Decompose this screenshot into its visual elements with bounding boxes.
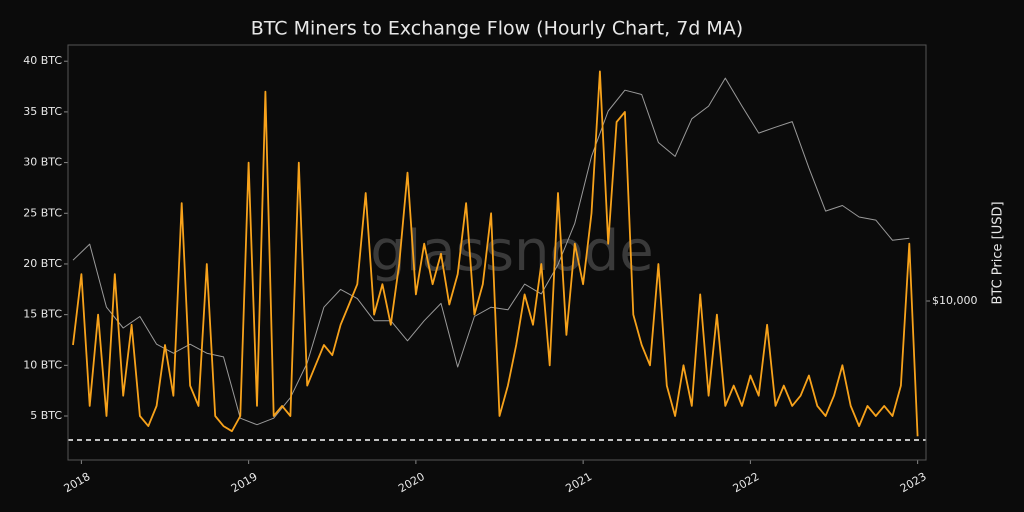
y-tick-label: 5 BTC [30,409,62,422]
series-line [72,70,919,437]
y-tick-label: 25 BTC [23,206,62,219]
watermark: glassnode [370,219,654,284]
y2-axis-label: BTC Price [USD] [991,201,1006,304]
y-tick-label: 15 BTC [23,308,62,321]
y-tick-label: 20 BTC [23,257,62,270]
y-tick-label: 30 BTC [23,156,62,169]
y2-tick-label: $10,000 [932,294,978,307]
y-tick-label: 10 BTC [23,358,62,371]
chart-title: BTC Miners to Exchange Flow (Hourly Char… [251,18,743,40]
y-tick-label: 40 BTC [23,54,62,67]
y-tick-label: 35 BTC [23,105,62,118]
plot-frame [67,44,927,461]
